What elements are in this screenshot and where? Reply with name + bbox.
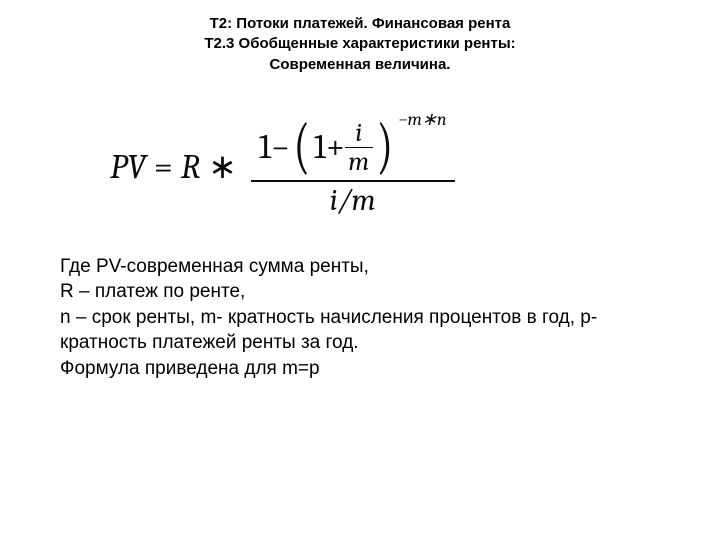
frac-m: m [347, 148, 370, 176]
num-minus: − [271, 130, 290, 164]
num-one: 1 [259, 130, 271, 164]
explain-line-2: R – платеж по ренте, [60, 279, 660, 304]
i-over-m: i m [345, 119, 373, 176]
slide-header: Т2: Потоки платежей. Финансовая рента Т2… [0, 0, 720, 75]
explain-line-4: Формула приведена для m=p [60, 356, 660, 381]
header-line-1: Т2: Потоки платежей. Финансовая рента [0, 14, 720, 34]
header-line-3: Современная величина. [0, 55, 720, 75]
inner-plus: + [326, 130, 345, 164]
rparen: ) [376, 122, 393, 172]
header-line-2: Т2.3 Обобщенные характеристики ренты: [0, 34, 720, 54]
frac-i: i [354, 119, 363, 147]
denominator: i/m [322, 182, 384, 220]
equals-op: = [146, 147, 181, 187]
r-symbol: R [181, 147, 201, 187]
exponent: −m∗n [398, 111, 446, 129]
pv-formula: PV = R ∗ 1 − ( 1 + i m [110, 115, 455, 220]
numerator: 1 − ( 1 + i m ) −m∗n [251, 115, 455, 180]
mult-op-1: ∗ [200, 147, 245, 187]
main-fraction: 1 − ( 1 + i m ) −m∗n [251, 115, 455, 220]
formula-region: PV = R ∗ 1 − ( 1 + i m [0, 115, 720, 220]
explain-line-1: Где PV-современная сумма ренты, [60, 254, 660, 279]
lparen: ( [293, 122, 310, 172]
paren-group: ( 1 + i m ) [290, 119, 397, 176]
explanation-block: Где PV-современная сумма ренты, R – плат… [0, 220, 720, 381]
explain-line-3: n – срок ренты, m- кратность начисления … [60, 305, 660, 356]
inner-one: 1 [314, 130, 326, 164]
pv-symbol: PV [110, 147, 146, 187]
